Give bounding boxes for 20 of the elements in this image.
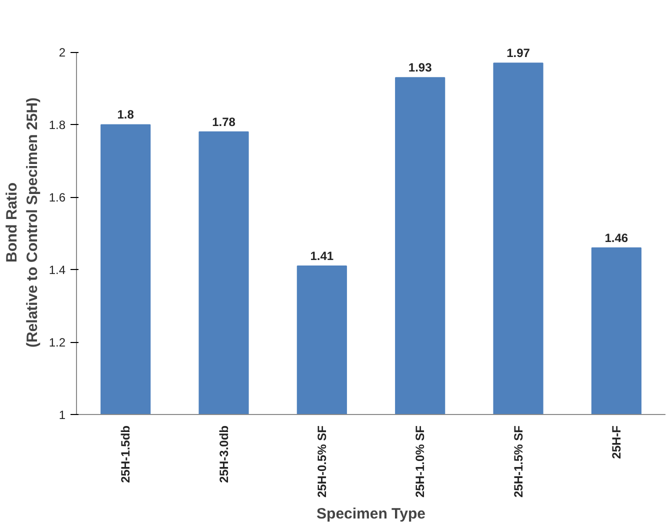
- x-tick-label: 25H-0.5% SF: [314, 426, 329, 498]
- data-label: 1.8: [117, 108, 134, 122]
- y-tick-label: 1.2: [48, 336, 66, 350]
- x-axis-title: Specimen Type: [316, 506, 426, 523]
- data-label: 1.93: [408, 60, 432, 75]
- y-tick-label: 1.6: [48, 190, 66, 205]
- x-tick-label: 25H-F: [609, 425, 624, 459]
- data-label: 1.41: [310, 248, 334, 263]
- y-tick-label: 1.4: [48, 263, 66, 278]
- data-label: 1.46: [604, 230, 628, 245]
- y-axis-title: Bond Ratio (Relative to Control Specimen 25H): [3, 97, 41, 348]
- y-tick-label: 1.8: [48, 118, 66, 132]
- data-label: 1.78: [212, 114, 236, 129]
- x-tick-label: 25H-3.0db: [216, 425, 231, 483]
- x-tick-label: 25H-1.0% SF: [413, 426, 428, 498]
- x-tick-label: 25H-1.5% SF: [511, 426, 526, 498]
- y-tick-label: 1: [58, 408, 66, 422]
- y-tick-label: 2: [58, 46, 66, 60]
- data-label: 1.97: [506, 46, 530, 60]
- x-tick-label: 25H-1.5db: [118, 425, 133, 483]
